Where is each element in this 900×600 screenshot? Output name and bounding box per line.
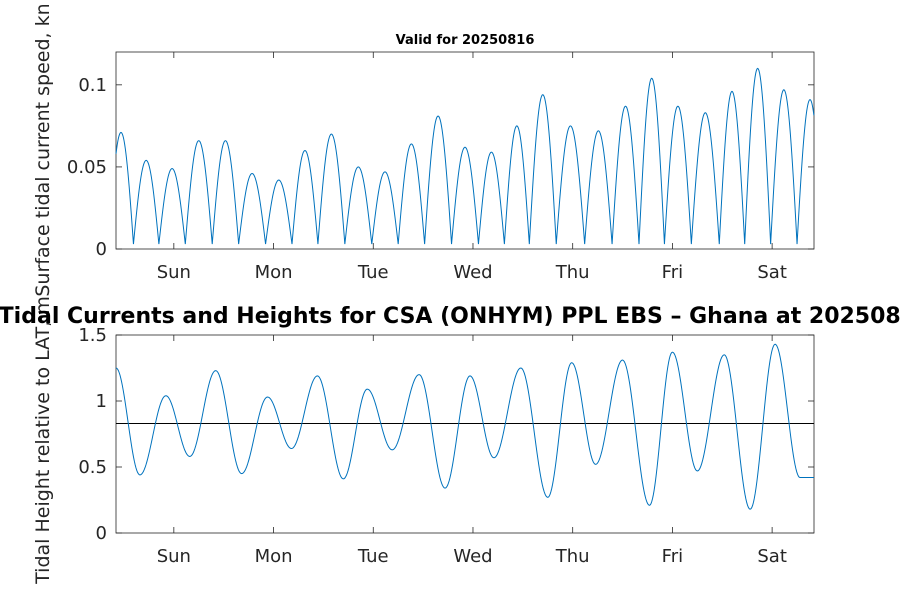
x-tick-label: Thu (555, 546, 590, 567)
height-y-axis-label: Tidal Height relative to LAT, m (32, 296, 54, 585)
x-tick-label: Fri (662, 546, 683, 567)
x-tick-label: Sun (157, 546, 191, 567)
tidal-height-panel: 0 0.5 1 1.5 Sun Mon Tue Wed Thu Fri Sat Tidal Heig… (0, 296, 900, 585)
height-axis-ticks: 0 0.5 1 1.5 Sun Mon Tue Wed Thu Fri Sat (78, 325, 814, 567)
y-tick-label: 0.1 (78, 75, 107, 96)
x-tick-label: Mon (255, 262, 293, 283)
current-plot-area (115, 51, 815, 250)
x-tick-label: Tue (357, 546, 389, 567)
y-tick-label: 0 (96, 523, 107, 544)
height-plot-area (115, 334, 815, 534)
x-tick-label: Sat (757, 262, 787, 283)
x-tick-label: Thu (555, 262, 590, 283)
current-speed-panel: 0 0.05 0.1 Sun Mon Tue Wed Thu Fri Sat Valid for … (32, 3, 815, 297)
x-tick-label: Sun (157, 262, 191, 283)
current-y-axis-label: Surface tidal current speed, kn (32, 3, 54, 296)
y-tick-label: 0 (96, 239, 107, 260)
x-tick-label: Wed (453, 546, 492, 567)
x-tick-label: Fri (662, 262, 683, 283)
x-tick-label: Wed (453, 262, 492, 283)
x-tick-label: Tue (357, 262, 389, 283)
x-tick-label: Sat (757, 546, 787, 567)
y-tick-label: 1 (96, 391, 107, 412)
y-tick-label: 0.05 (67, 157, 107, 178)
y-tick-label: 1.5 (78, 325, 107, 346)
current-speed-series-line (115, 67, 815, 245)
tidal-height-series-line (115, 343, 814, 510)
current-chart-title: Valid for 20250816 (396, 33, 535, 48)
y-tick-label: 0.5 (78, 457, 107, 478)
current-axis-ticks: 0 0.05 0.1 Sun Mon Tue Wed Thu Fri Sat (67, 52, 814, 283)
x-tick-label: Mon (255, 546, 293, 567)
main-chart-title: Tidal Currents and Heights for CSA (ONHY… (0, 304, 900, 329)
